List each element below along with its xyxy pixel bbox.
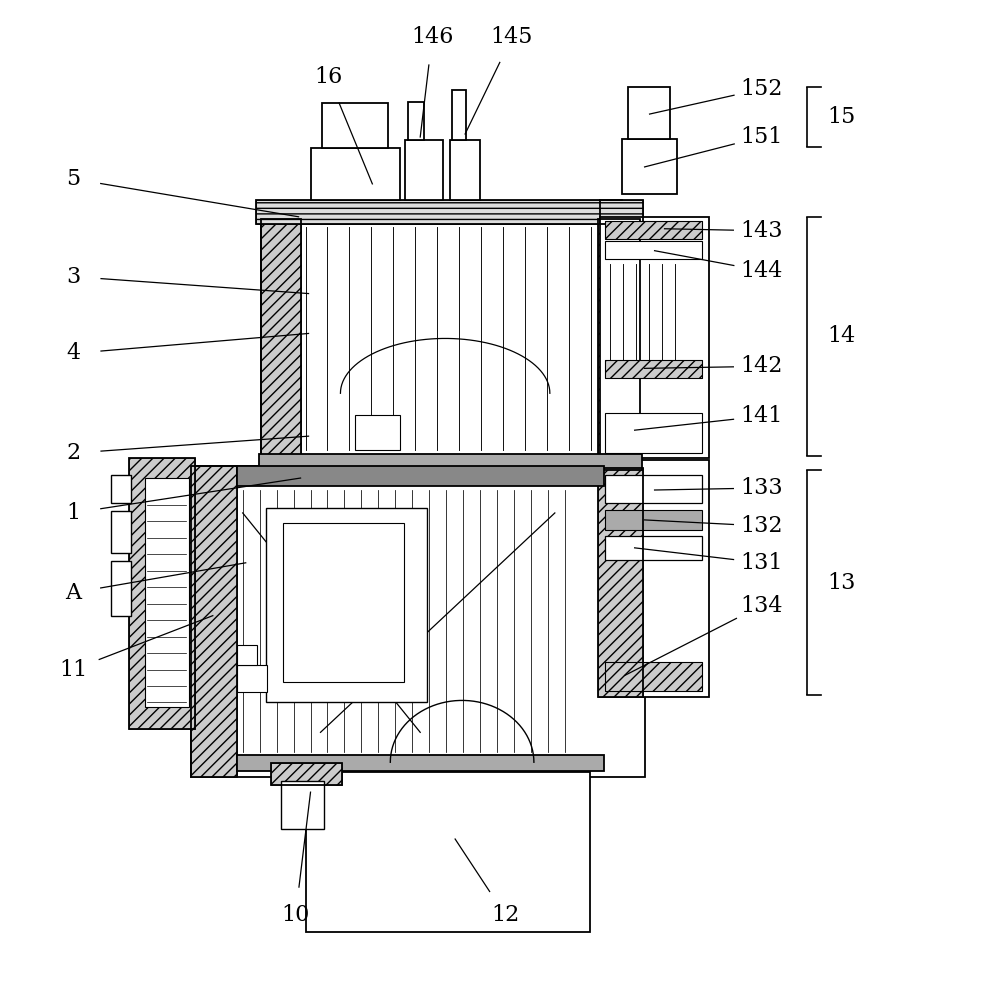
Bar [605, 662, 702, 692]
Text: 144: 144 [740, 260, 782, 282]
Bar [355, 415, 400, 451]
Bar [271, 764, 342, 785]
Bar [600, 460, 709, 698]
Bar [306, 773, 590, 932]
Text: 12: 12 [491, 904, 519, 926]
Text: 14: 14 [827, 325, 855, 348]
Text: 3: 3 [66, 266, 80, 288]
Text: 4: 4 [66, 343, 80, 365]
Bar [598, 468, 643, 698]
Bar [261, 218, 640, 458]
Bar [598, 468, 643, 698]
Text: 151: 151 [740, 126, 782, 148]
Bar [605, 413, 702, 453]
Text: 10: 10 [281, 904, 310, 926]
Bar [237, 755, 604, 772]
Bar [600, 216, 709, 458]
Bar [111, 511, 131, 553]
Bar [598, 218, 640, 458]
Bar [628, 87, 670, 139]
Text: 1: 1 [66, 502, 80, 524]
Text: 152: 152 [740, 78, 782, 100]
Bar [259, 454, 642, 470]
Bar [605, 535, 702, 560]
Text: 141: 141 [740, 405, 782, 427]
Bar [256, 200, 643, 223]
Text: 13: 13 [827, 572, 855, 594]
Bar [598, 218, 640, 458]
Bar [605, 220, 702, 239]
Bar [266, 508, 427, 702]
Bar [450, 140, 480, 200]
Bar [261, 218, 301, 458]
Text: 145: 145 [491, 27, 533, 48]
Bar [281, 782, 324, 829]
Bar [261, 218, 301, 458]
Bar [256, 200, 643, 223]
Bar [605, 361, 702, 378]
Bar [605, 475, 702, 503]
Text: 133: 133 [740, 477, 783, 499]
Bar [622, 139, 677, 194]
Bar [311, 148, 400, 200]
Text: 132: 132 [740, 515, 783, 536]
Bar [111, 561, 131, 616]
Bar [129, 458, 195, 729]
Bar [452, 90, 466, 140]
Bar [191, 466, 237, 778]
Bar [283, 523, 404, 683]
Text: 134: 134 [740, 595, 783, 617]
Bar [605, 241, 702, 259]
Bar [605, 361, 702, 378]
Bar [191, 466, 237, 778]
Bar [145, 478, 189, 707]
Text: 2: 2 [66, 442, 80, 464]
Bar [237, 665, 267, 693]
Text: A: A [65, 582, 81, 604]
Bar [237, 466, 604, 486]
Bar [271, 764, 342, 785]
Text: 131: 131 [740, 552, 783, 574]
Bar [405, 140, 443, 200]
Bar [129, 458, 195, 729]
Bar [191, 466, 645, 778]
Bar [605, 662, 702, 692]
Bar [408, 102, 424, 140]
Bar [237, 644, 257, 665]
Text: 15: 15 [827, 106, 855, 128]
Text: 143: 143 [740, 219, 783, 242]
Text: 5: 5 [66, 168, 80, 190]
Bar [605, 510, 702, 530]
Bar [322, 103, 388, 148]
Bar [111, 475, 131, 503]
Text: 16: 16 [314, 66, 343, 88]
Text: 11: 11 [59, 659, 87, 681]
Bar [605, 220, 702, 239]
Text: 142: 142 [740, 356, 782, 377]
Text: 146: 146 [411, 27, 453, 48]
